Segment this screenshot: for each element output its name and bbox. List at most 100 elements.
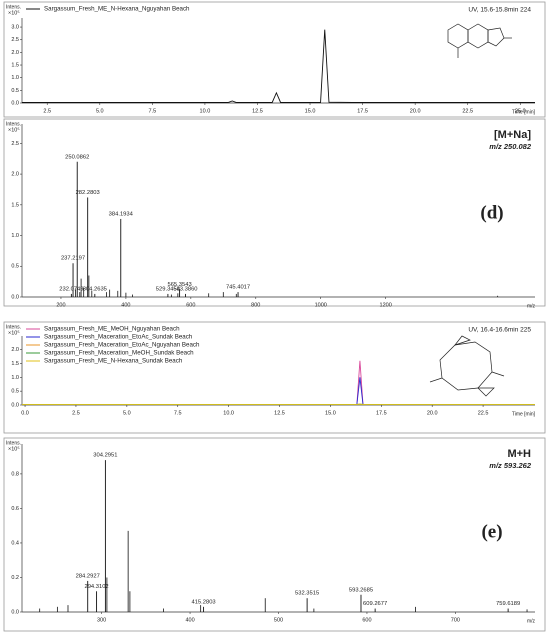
y-tick-label: 1.5: [11, 202, 19, 208]
panel-frame: [3, 321, 546, 434]
peak-label: 232.0749: [59, 286, 83, 292]
ring: [447, 23, 469, 49]
y-multiplier: ×10⁵: [8, 126, 20, 133]
x-tick-label: 22.5: [478, 410, 489, 416]
annotation: m/z 250.082: [489, 142, 532, 151]
peak-label: 745.4017: [226, 285, 250, 291]
panel-frame: [3, 437, 546, 632]
y-tick-label: 1.0: [11, 75, 19, 81]
panel-frame: [3, 118, 546, 307]
annotation: [M+Na]: [494, 129, 531, 141]
y-tick-label: 0.6: [11, 506, 19, 512]
y-multiplier: ×10⁵: [8, 445, 20, 452]
series-line: [22, 360, 535, 405]
y-axis-label: Intens.: [6, 121, 21, 127]
peak-label: 529.3454: [156, 286, 181, 292]
x-axis-label: m/z: [527, 303, 536, 309]
y-tick-label: 0.2: [11, 575, 19, 581]
x-axis-label: m/z: [527, 618, 536, 624]
annotation: UV, 16.4-16.6min 225: [468, 327, 531, 334]
y-tick-label: 1.5: [11, 361, 19, 367]
legend-label: Sargassum_Fresh_ME_N-Hexana_Sundak Beach: [44, 358, 183, 365]
peak-label: 304.2635: [83, 286, 107, 292]
series-line: [22, 29, 535, 103]
y-tick-label: 0.0: [11, 609, 19, 615]
y-multiplier: ×10⁵: [8, 9, 20, 16]
x-tick-label: 200: [56, 302, 65, 308]
panel: Intens.×10⁵ Time [min] 0.0 0.5 1.0 1.5 2.0 0.0 2…: [3, 321, 546, 434]
peak-label: 284.2927: [76, 573, 100, 579]
x-tick-label: 10.0: [223, 410, 234, 416]
legend-label: Sargassum_Fresh_Maceration_EtoAc_Nguyaha…: [44, 342, 200, 349]
x-tick-label: 22.5: [462, 108, 473, 114]
series-line: [22, 377, 535, 405]
y-tick-label: 3.0: [11, 25, 19, 31]
y-tick-label: 0.5: [11, 264, 19, 270]
structure-sketch: [447, 23, 512, 58]
panel: Intens.×10⁵ m/z 0.0 0.5 1.0 1.5 2.0 2.5 200 400 60…: [3, 118, 546, 309]
peak-label: 294.3102: [84, 584, 108, 590]
annotation: UV, 15.6-15.8min 224: [468, 7, 531, 14]
legend-label: Sargassum_Fresh_ME_MeOH_Nguyahan Beach: [44, 326, 180, 333]
x-tick-label: 10.0: [200, 108, 211, 114]
y-tick-label: 0.5: [11, 389, 19, 395]
bond: [429, 377, 443, 383]
peak-label: 304.2951: [93, 453, 117, 459]
x-tick-label: 25.0: [515, 108, 526, 114]
peak-label: 583.3860: [173, 286, 197, 292]
legend-label: Sargassum_Fresh_ME_N-Hexana_Nguyahan Bea…: [44, 6, 190, 13]
x-tick-label: 1200: [380, 302, 392, 308]
y-axis-label: Intens.: [6, 440, 21, 446]
y-tick-label: 0.8: [11, 471, 19, 477]
ring: [477, 387, 495, 397]
bond: [491, 371, 505, 377]
x-tick-label: 5.0: [123, 410, 131, 416]
x-tick-label: 2.5: [72, 410, 80, 416]
x-tick-label: 15.0: [305, 108, 316, 114]
ring: [454, 335, 471, 346]
y-tick-label: 0.0: [11, 402, 19, 408]
x-tick-label: 700: [451, 617, 460, 623]
panel: Intens.×10⁵ m/z 0.0 0.2 0.4 0.6 0.8 300 400 500 60…: [3, 437, 546, 632]
peak-label: 593.2685: [349, 587, 373, 593]
y-tick-label: 1.0: [11, 233, 19, 239]
y-axis-label: Intens.: [6, 324, 21, 330]
x-tick-label: 600: [186, 302, 195, 308]
peak-label: 415.2803: [191, 599, 215, 605]
x-tick-label: 500: [274, 617, 283, 623]
y-tick-label: 1.0: [11, 375, 19, 381]
x-tick-label: 20.0: [427, 410, 438, 416]
y-tick-label: 2.5: [11, 141, 19, 147]
peak-label: 250.0862: [65, 154, 89, 160]
peak-label: 565.3543: [167, 282, 191, 288]
peak-label: 759.6189: [496, 601, 520, 607]
y-tick-label: 2.0: [11, 347, 19, 353]
x-tick-label: 1000: [315, 302, 327, 308]
x-tick-label: 400: [121, 302, 130, 308]
y-multiplier: ×10⁵: [8, 329, 20, 336]
x-tick-label: 17.5: [357, 108, 368, 114]
x-tick-label: 0.0: [21, 410, 29, 416]
annotation: M+H: [507, 448, 531, 460]
panel-frame: [3, 1, 546, 118]
peak-label: 237.2197: [61, 256, 85, 262]
peak-label: 384.1934: [109, 211, 134, 217]
x-tick-label: 600: [362, 617, 371, 623]
y-tick-label: 0.0: [11, 100, 19, 106]
x-tick-label: 7.5: [149, 108, 157, 114]
x-axis-label: Time [min]: [512, 411, 536, 417]
x-tick-label: 12.5: [252, 108, 263, 114]
annotation: m/z 593.262: [489, 461, 532, 470]
x-tick-label: 20.0: [410, 108, 421, 114]
y-tick-label: 0.5: [11, 88, 19, 94]
y-axis-label: Intens.: [6, 4, 21, 10]
ring: [467, 23, 489, 49]
y-tick-label: 2.5: [11, 37, 19, 43]
legend-label: Sargassum_Fresh_Maceration_MeOH_Sundak B…: [44, 350, 194, 357]
y-tick-label: 0.0: [11, 294, 19, 300]
x-tick-label: 12.5: [274, 410, 285, 416]
x-tick-label: 400: [185, 617, 194, 623]
panel: Intens.×10⁵ Time [min] 0.0 0.5 1.0 1.5 2.0 2.5 3…: [3, 1, 546, 118]
x-tick-label: 15.0: [325, 410, 336, 416]
